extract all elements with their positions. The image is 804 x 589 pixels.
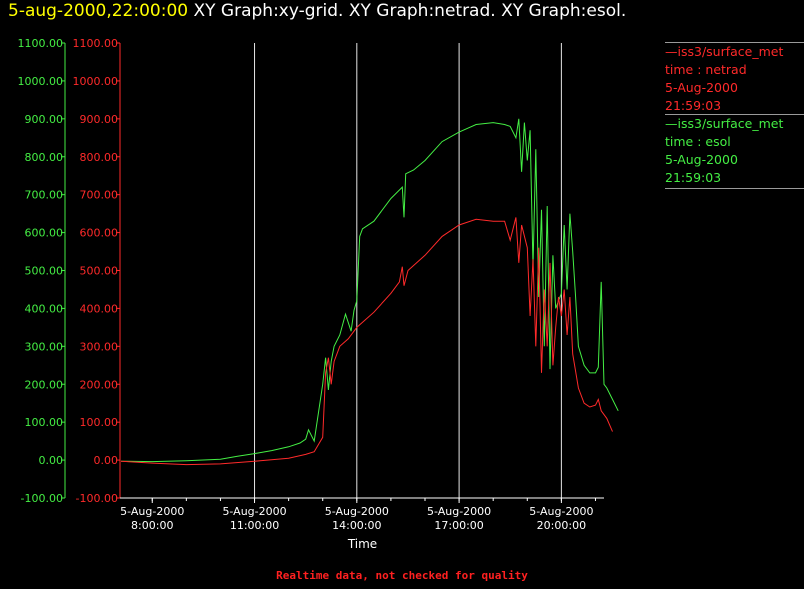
y-tick-label-esol: -100.00	[21, 492, 63, 505]
y-tick-label-esol: 200.00	[25, 378, 64, 391]
y-tick-label-esol: 900.00	[25, 113, 64, 126]
legend-series: time : netrad	[665, 62, 747, 77]
timestamp: 5-aug-2000,22:00:00	[8, 1, 189, 21]
legend-source: —iss3/surface_met	[665, 116, 784, 131]
y-tick-label-netrad: 1100.00	[73, 37, 119, 50]
x-tick-label-date: 5-Aug-2000	[222, 505, 286, 518]
chart-header: 5-aug-2000,22:00:00 XY Graph:xy-grid. XY…	[8, 1, 626, 21]
x-tick-label-date: 5-Aug-2000	[427, 505, 491, 518]
legend-rule	[665, 42, 804, 43]
x-tick-label-time: 8:00:00	[131, 519, 173, 532]
y-tick-label-esol: 600.00	[25, 227, 64, 240]
legend-netrad: —iss3/surface_met time : netrad 5-Aug-20…	[665, 41, 804, 115]
series-line-esol	[120, 118, 619, 463]
x-tick-label-time: 17:00:00	[434, 519, 483, 532]
legend-rule	[665, 188, 804, 189]
y-tick-label-netrad: 900.00	[80, 113, 119, 126]
y-tick-label-netrad: 800.00	[80, 151, 119, 164]
y-tick-label-esol: 1100.00	[18, 37, 64, 50]
x-tick-label-time: 11:00:00	[230, 519, 279, 532]
y-tick-label-esol: 1000.00	[18, 75, 64, 88]
y-tick-label-netrad: 600.00	[80, 227, 119, 240]
legend-source: —iss3/surface_met	[665, 44, 784, 59]
y-tick-label-netrad: 0.00	[94, 454, 119, 467]
y-tick-label-esol: 400.00	[25, 302, 64, 315]
legend-rule	[665, 114, 804, 115]
x-axis-label: Time	[347, 537, 377, 551]
x-tick-label-time: 20:00:00	[537, 519, 586, 532]
chart-title: XY Graph:xy-grid. XY Graph:netrad. XY Gr…	[193, 1, 627, 21]
y-tick-label-esol: 300.00	[25, 340, 64, 353]
y-tick-label-netrad: 1000.00	[73, 75, 119, 88]
y-tick-label-netrad: 700.00	[80, 189, 119, 202]
y-tick-label-netrad: -100.00	[76, 492, 118, 505]
y-tick-label-netrad: 400.00	[80, 302, 119, 315]
x-tick-label-time: 14:00:00	[332, 519, 381, 532]
x-tick-label-date: 5-Aug-2000	[120, 505, 184, 518]
quality-note: Realtime data, not checked for quality	[276, 569, 528, 582]
y-tick-label-esol: 0.00	[39, 454, 64, 467]
x-tick-label-date: 5-Aug-2000	[325, 505, 389, 518]
legend-esol: —iss3/surface_met time : esol 5-Aug-2000…	[665, 113, 804, 189]
y-tick-label-netrad: 100.00	[80, 416, 119, 429]
y-tick-label-esol: 500.00	[25, 265, 64, 278]
legend-time: 21:59:03	[665, 170, 722, 185]
y-tick-label-netrad: 500.00	[80, 265, 119, 278]
x-tick-label-date: 5-Aug-2000	[529, 505, 593, 518]
series-line-netrad	[120, 217, 613, 466]
y-tick-label-esol: 800.00	[25, 151, 64, 164]
y-tick-label-esol: 100.00	[25, 416, 64, 429]
legend-date: 5-Aug-2000	[665, 80, 738, 95]
y-tick-label-netrad: 300.00	[80, 340, 119, 353]
legend-series: time : esol	[665, 134, 731, 149]
y-tick-label-esol: 700.00	[25, 189, 64, 202]
legend-date: 5-Aug-2000	[665, 152, 738, 167]
y-tick-label-netrad: 200.00	[80, 378, 119, 391]
legend-time: 21:59:03	[665, 98, 722, 113]
